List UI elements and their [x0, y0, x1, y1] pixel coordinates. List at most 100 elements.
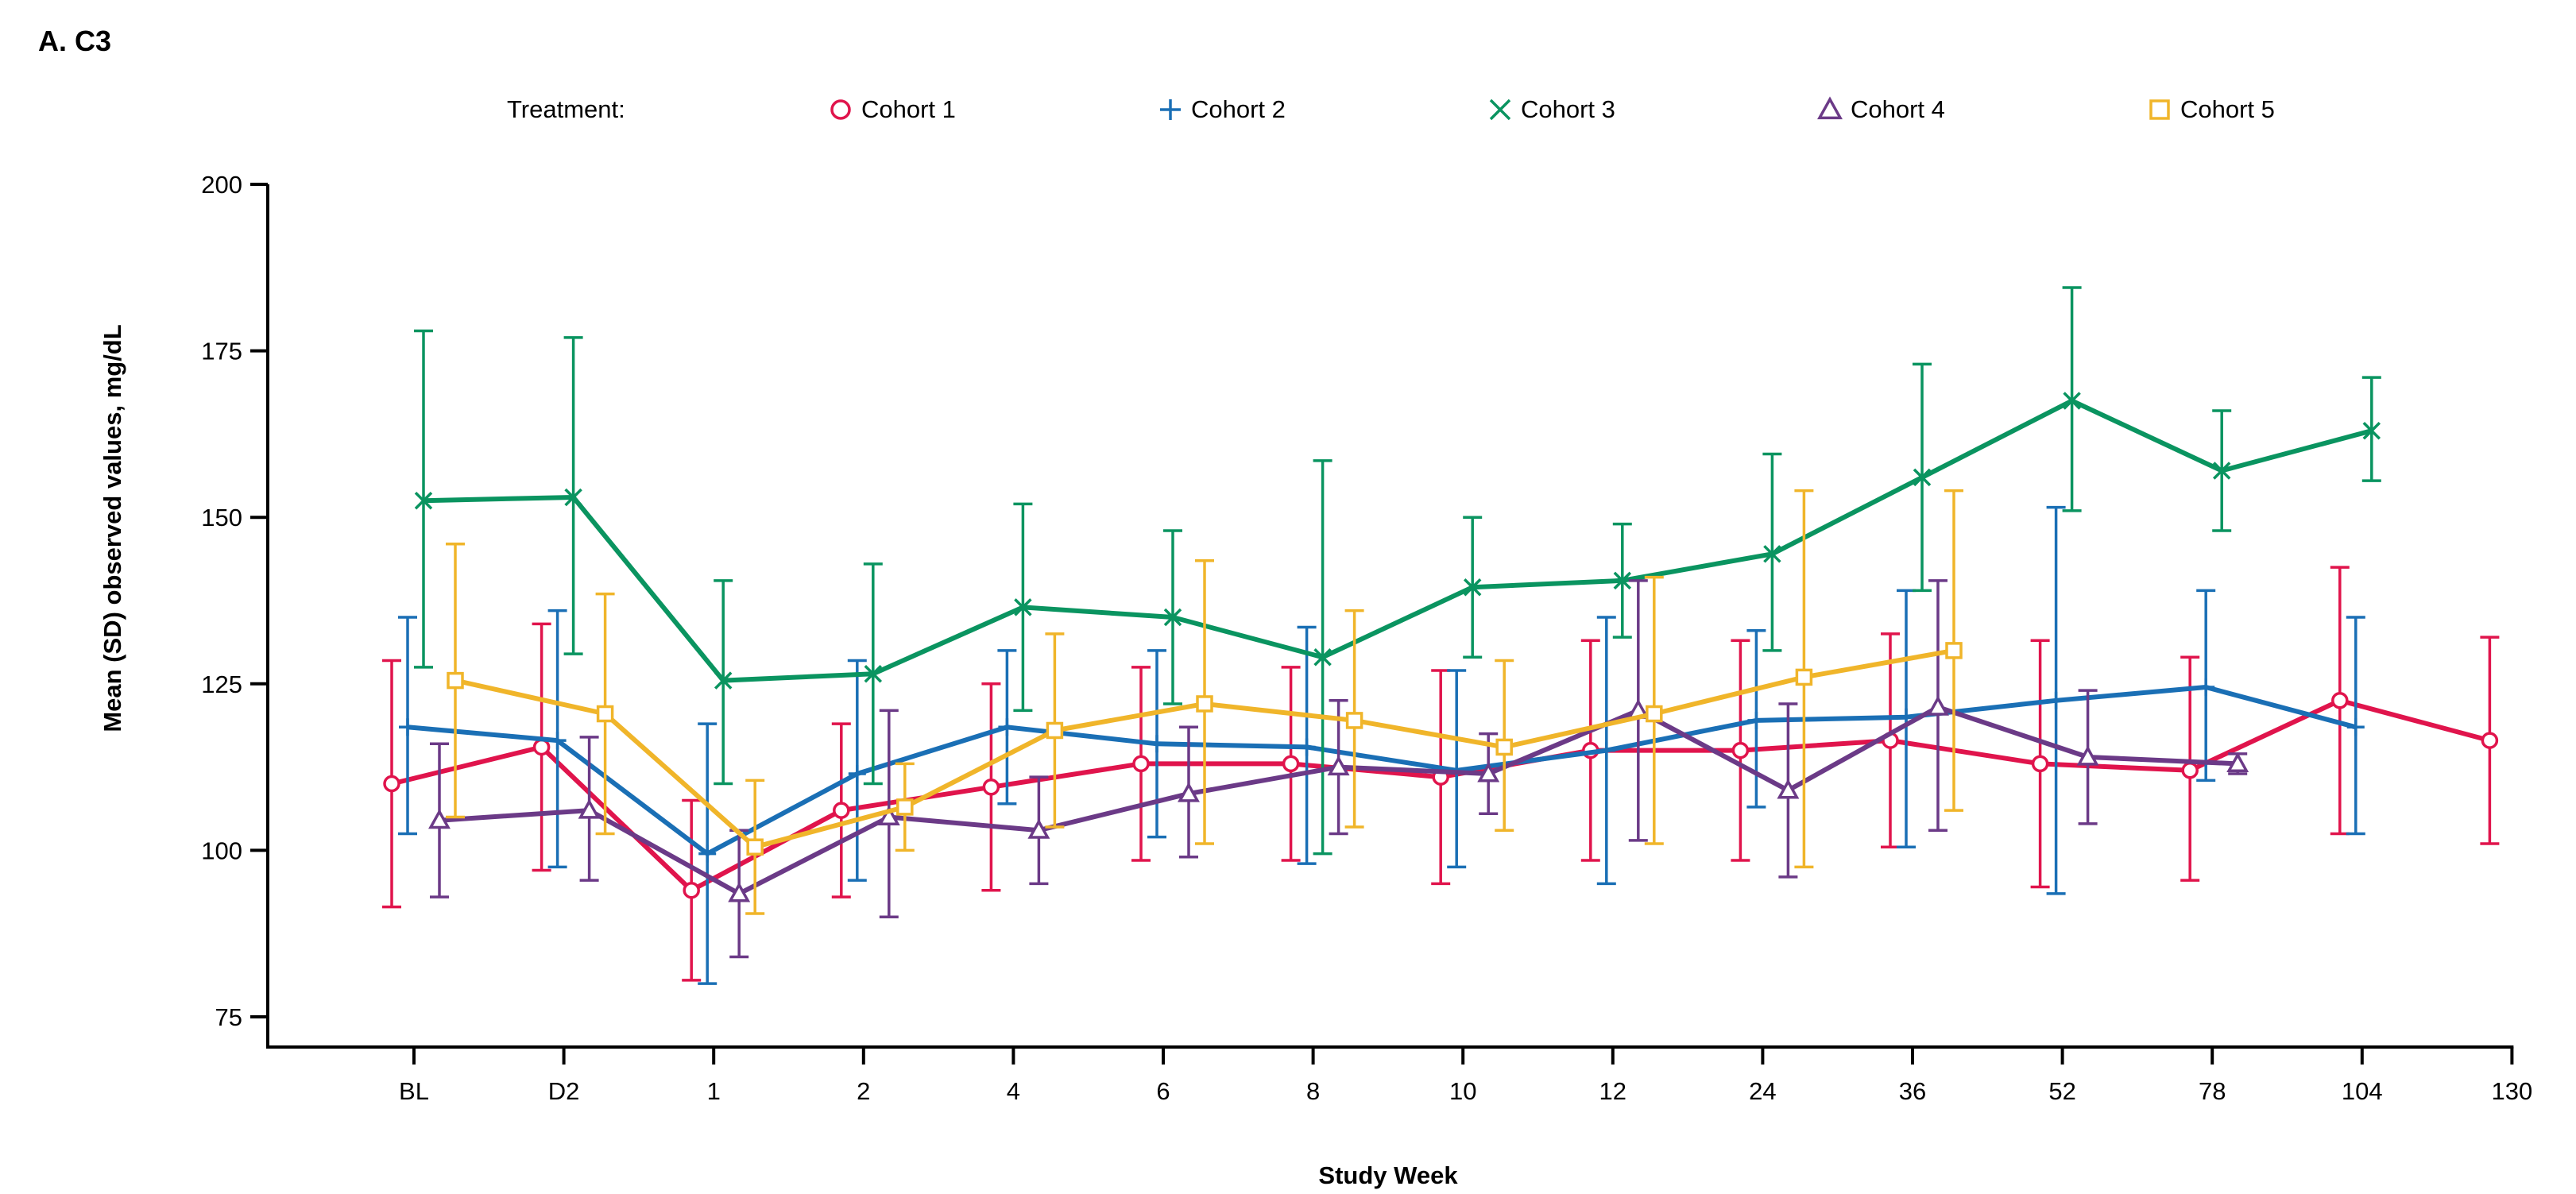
- plus-marker: [698, 844, 717, 863]
- y-tick-label: 200: [201, 171, 242, 199]
- circle-marker: [1731, 741, 1750, 759]
- circle-marker: [2481, 732, 2499, 749]
- square-marker: [596, 705, 614, 723]
- plus-marker: [1298, 738, 1316, 756]
- x-marker: [1489, 99, 1511, 121]
- legend-label: Cohort 1: [861, 95, 956, 123]
- square-marker: [1495, 738, 1513, 756]
- triangle-marker: [1817, 96, 1843, 120]
- triangle-marker: [1927, 695, 1949, 716]
- square-marker: [1646, 705, 1663, 723]
- x-marker: [1463, 578, 1482, 597]
- square-marker: [1046, 721, 1064, 740]
- x-tick-label: 6: [1156, 1077, 1170, 1105]
- square-marker: [896, 798, 914, 816]
- y-tick-label: 125: [201, 670, 242, 698]
- triangle-marker: [1777, 779, 1800, 799]
- legend: Treatment: Cohort 1 Cohort 2 Cohort 3 Cohor…: [507, 95, 2275, 123]
- triangle-marker: [1027, 818, 1050, 839]
- x-tick-label: 78: [2199, 1077, 2226, 1105]
- x-tick-label: 130: [2492, 1077, 2533, 1105]
- x-tick-label: 8: [1306, 1077, 1320, 1105]
- square-marker: [1945, 642, 1963, 659]
- plus-marker: [1160, 99, 1181, 120]
- plus-marker: [998, 718, 1016, 736]
- x-tick-label: 10: [1449, 1077, 1476, 1105]
- y-tick-label: 100: [201, 837, 242, 864]
- x-marker: [1763, 545, 1781, 563]
- legend-label: Cohort 5: [2180, 95, 2275, 123]
- x-marker: [1913, 468, 1932, 487]
- x-tick-label: 104: [2342, 1077, 2383, 1105]
- legend-label: Cohort 2: [1191, 95, 1286, 123]
- plus-marker: [1597, 741, 1615, 759]
- x-marker: [1163, 608, 1182, 627]
- square-marker: [1345, 712, 1363, 729]
- square-marker: [1795, 668, 1813, 686]
- triangle-marker: [728, 882, 751, 902]
- series-5: [446, 489, 1963, 915]
- x-marker: [714, 671, 733, 690]
- plus-marker: [2197, 678, 2215, 696]
- square-marker: [2149, 99, 2170, 120]
- x-marker: [1313, 648, 1332, 667]
- series-1: [382, 566, 2500, 982]
- square-marker: [746, 838, 764, 856]
- y-tick-label: 150: [201, 504, 242, 531]
- plus-marker: [399, 718, 416, 736]
- legend-label: Cohort 4: [1851, 95, 1945, 123]
- circle-marker: [1132, 755, 1150, 773]
- circle-marker: [2031, 755, 2049, 773]
- x-marker: [1613, 571, 1632, 590]
- triangle-marker: [428, 809, 451, 829]
- x-tick-label: 2: [857, 1077, 870, 1105]
- triangle-marker: [1477, 762, 1500, 782]
- plus-marker: [548, 732, 567, 750]
- x-marker: [864, 664, 883, 683]
- x-marker: [2212, 462, 2231, 480]
- legend-entry-4: Cohort 4: [1817, 95, 1945, 123]
- series-2: [398, 505, 2365, 985]
- legend-entry-3: Cohort 3: [1489, 95, 1615, 123]
- series-4: [428, 579, 2249, 959]
- circle-marker: [532, 738, 551, 756]
- series-line: [423, 398, 2373, 683]
- square-marker: [1196, 695, 1213, 713]
- x-marker: [414, 492, 433, 510]
- legend-title: Treatment:: [507, 95, 625, 123]
- x-tick-label: BL: [399, 1077, 429, 1105]
- y-tick-label: 75: [215, 1003, 242, 1031]
- triangle-marker: [1327, 755, 1350, 776]
- series-line: [407, 685, 2357, 856]
- x-tick-label: 12: [1599, 1077, 1626, 1105]
- circle-marker: [1282, 755, 1300, 773]
- y-axis-title: Mean (SD) observed values, mg/dL: [99, 324, 126, 732]
- x-tick-label: 36: [1899, 1077, 1926, 1105]
- plus-marker: [2346, 718, 2365, 736]
- circle-marker: [833, 802, 850, 819]
- circle-marker: [2181, 762, 2199, 779]
- legend-entry-1: Cohort 1: [830, 95, 956, 123]
- x-axis-title: Study Week: [1318, 1161, 1458, 1189]
- x-marker: [2063, 392, 2081, 410]
- x-tick-label: 4: [1007, 1077, 1020, 1105]
- triangle-marker: [2226, 752, 2249, 772]
- plus-marker: [848, 764, 866, 782]
- circle-marker: [982, 779, 1000, 796]
- x-marker: [564, 488, 582, 507]
- x-tick-label: D2: [548, 1077, 580, 1105]
- chart-title: A. C3: [38, 25, 111, 57]
- plus-marker: [1747, 711, 1766, 729]
- plus-marker: [1148, 735, 1166, 753]
- x-tick-label: 24: [1749, 1077, 1776, 1105]
- triangle-marker: [1178, 782, 1200, 802]
- square-marker: [447, 671, 464, 690]
- plus-marker: [2047, 691, 2065, 709]
- legend-entry-2: Cohort 2: [1160, 95, 1286, 123]
- series-layer: [382, 286, 2500, 985]
- circle-marker: [383, 775, 400, 793]
- triangle-marker: [2076, 745, 2099, 766]
- legend-entry-5: Cohort 5: [2149, 95, 2275, 123]
